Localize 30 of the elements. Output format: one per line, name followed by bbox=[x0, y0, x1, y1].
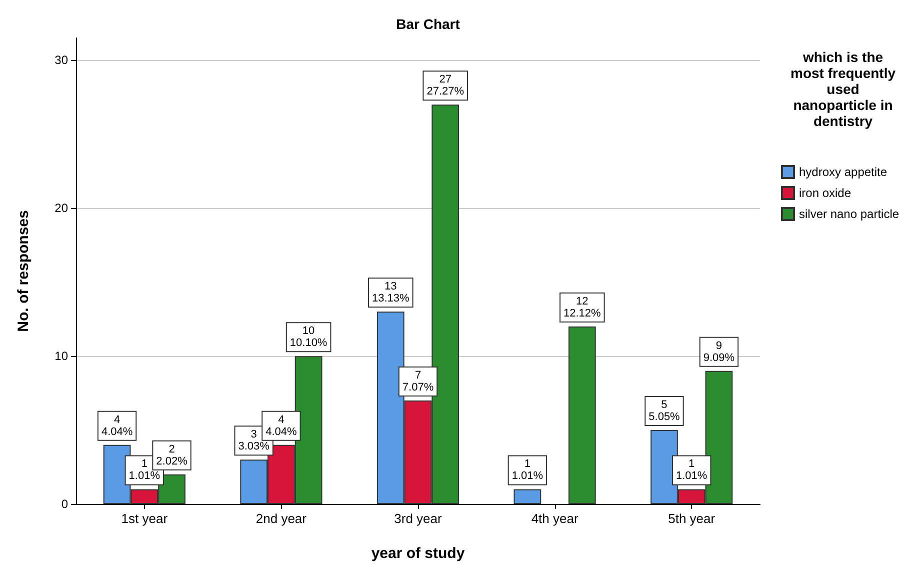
data-label: 7 7.07% bbox=[402, 369, 434, 394]
x-tick-label: 3rd year bbox=[394, 511, 443, 526]
x-axis-title: year of study bbox=[371, 545, 466, 562]
data-label: 12 12.12% bbox=[564, 295, 602, 320]
data-label: 4 4.04% bbox=[266, 414, 298, 438]
x-tick-label: 5th year bbox=[668, 511, 716, 526]
y-axis-title: No. of responses bbox=[15, 210, 32, 332]
legend-label: iron oxide bbox=[799, 186, 852, 200]
data-label: 1 1.01% bbox=[676, 458, 708, 482]
legend-label: hydroxy appetite bbox=[799, 165, 888, 179]
y-tick-label: 30 bbox=[54, 53, 68, 68]
y-tick-label: 10 bbox=[54, 349, 68, 364]
data-label: 10 10.10% bbox=[290, 325, 328, 350]
legend-title: which is the most frequently used nanoparticle in dentistry bbox=[790, 49, 896, 129]
chart-title: Bar Chart bbox=[396, 16, 460, 32]
x-tick-label: 1st year bbox=[121, 511, 168, 526]
bar bbox=[568, 326, 596, 504]
bar bbox=[514, 489, 542, 504]
y-tick-label: 20 bbox=[54, 201, 68, 216]
data-label: 2 2.02% bbox=[156, 443, 188, 468]
data-label: 9 9.09% bbox=[703, 340, 735, 364]
data-label: 1 1.01% bbox=[512, 458, 544, 482]
x-tick-label: 2nd year bbox=[256, 511, 308, 526]
x-tick-label: 4th year bbox=[531, 511, 579, 526]
data-label: 13 13.13% bbox=[372, 280, 410, 305]
legend-label: silver nano particle bbox=[799, 207, 900, 221]
data-label: 27 27.27% bbox=[426, 74, 464, 98]
data-label: 5 5.05% bbox=[648, 399, 680, 424]
data-label: 4 4.04% bbox=[101, 414, 133, 438]
y-tick-label: 0 bbox=[61, 497, 68, 511]
